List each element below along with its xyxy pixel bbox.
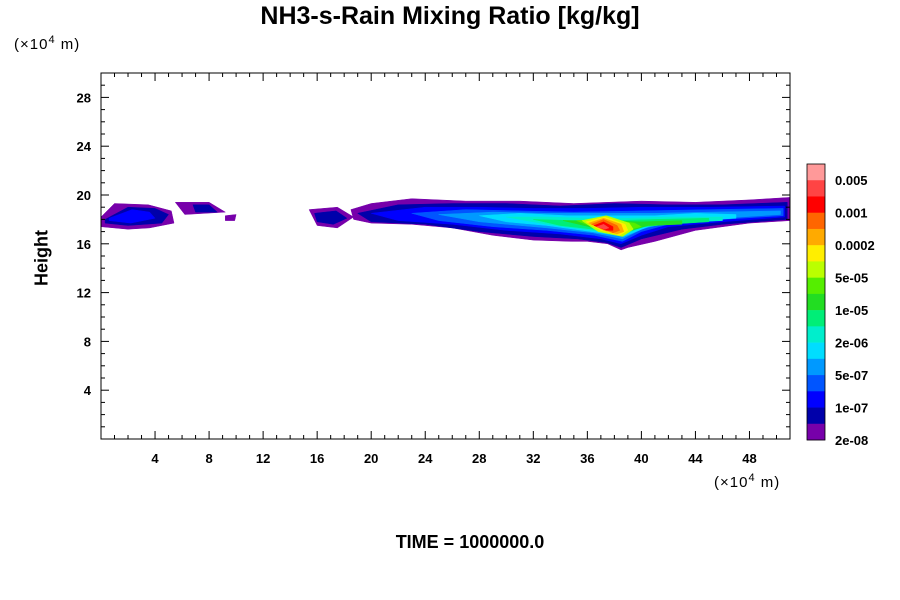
x-tick-label: 4 (151, 451, 159, 466)
plot-frame (100, 72, 791, 440)
x-tick-label: 12 (256, 451, 270, 466)
colorbar-swatch (807, 293, 825, 311)
heatmap-regions (100, 197, 791, 251)
y-tick-label: 28 (77, 90, 91, 105)
colorbar-swatch (807, 391, 825, 408)
contour-region-level-1-6 (192, 204, 218, 213)
y-tick-label: 16 (77, 237, 91, 252)
x-tick-label: 16 (310, 451, 324, 466)
colorbar-label: 5e-07 (835, 368, 868, 383)
colorbar-label: 1e-05 (835, 303, 868, 318)
x-axis-unit: (×104 m) (714, 472, 780, 491)
x-tick-label: 44 (688, 451, 703, 466)
colorbar-swatch (807, 375, 825, 392)
colorbar-swatch (807, 310, 825, 327)
x-tick-label: 36 (580, 451, 594, 466)
y-tick-label: 8 (84, 334, 91, 349)
chart-title: NH3-s-Rain Mixing Ratio [kg/kg] (260, 2, 640, 30)
colorbar-swatch (807, 164, 825, 181)
x-tick-label: 32 (526, 451, 540, 466)
x-tick-label: 8 (205, 451, 212, 466)
colorbar-label: 1e-07 (835, 401, 868, 416)
x-tick-label: 48 (742, 451, 756, 466)
y-unit-exponent: 4 (48, 34, 56, 46)
colorbar-swatch (807, 261, 825, 278)
x-tick-label: 24 (418, 451, 433, 466)
colorbar-swatch (807, 423, 825, 441)
contour-region-level-2-9 (108, 209, 156, 224)
colorbar-swatch (807, 196, 825, 214)
time-label: TIME = 1000000.0 (395, 532, 545, 552)
colorbar-swatch (807, 342, 825, 360)
y-axis-unit: (×104 m) (14, 34, 80, 53)
colorbar-frame (806, 163, 826, 441)
contour-region-level-0-2 (225, 214, 237, 221)
y-tick-label: 4 (84, 383, 92, 398)
colorbar-swatch (807, 180, 825, 197)
contour-region-level-1-7 (314, 210, 348, 225)
x-axis-ticks: 4 8 12 16 20 24 28 32 36 40 44 48 (114, 73, 777, 466)
colorbar-swatch (807, 326, 825, 343)
colorbar-label: 0.0002 (835, 238, 875, 253)
y-axis-ticks: 4 8 12 16 20 24 28 (77, 84, 790, 428)
x-unit-exponent: 4 (748, 472, 756, 484)
y-unit-prefix: (×10 (14, 36, 49, 53)
colorbar-swatch (807, 277, 825, 295)
colorbar-swatch (807, 358, 825, 376)
y-tick-label: 24 (77, 139, 92, 154)
colorbar-label: 0.005 (835, 173, 868, 188)
x-tick-label: 28 (472, 451, 486, 466)
colorbar-label: 2e-08 (835, 433, 868, 448)
y-tick-label: 12 (77, 286, 91, 301)
colorbar-swatch (807, 407, 825, 425)
contour-region-level-15-23 (596, 224, 610, 230)
colorbar-label: 5e-05 (835, 271, 868, 286)
y-unit-suffix: m) (55, 36, 81, 53)
colorbar-swatch (807, 212, 825, 230)
x-unit-prefix: (×10 (714, 474, 749, 491)
colorbar-swatch (807, 245, 825, 262)
x-unit-suffix: m) (755, 474, 781, 491)
colorbar-label: 2e-06 (835, 336, 868, 351)
colorbar-swatch (807, 228, 825, 246)
colorbar: 0.005 0.001 0.0002 5e-05 1e-05 2e-06 5e-07 1e-0… (806, 163, 875, 448)
y-tick-label: 20 (77, 188, 91, 203)
x-tick-label: 40 (634, 451, 648, 466)
x-tick-label: 20 (364, 451, 378, 466)
colorbar-label: 0.001 (835, 206, 868, 221)
